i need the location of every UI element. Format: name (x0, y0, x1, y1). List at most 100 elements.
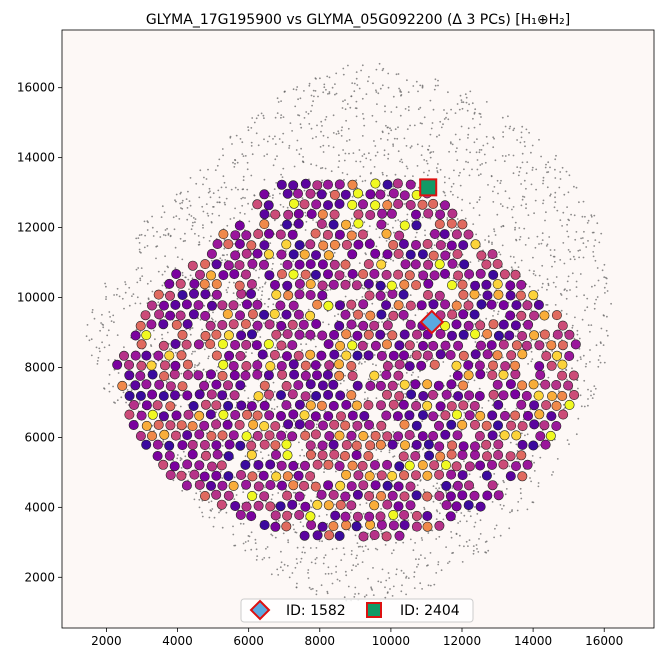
background-point (344, 275, 347, 278)
background-point (324, 167, 327, 170)
expression-point (206, 270, 217, 281)
expression-point (311, 318, 322, 329)
expression-point (294, 259, 305, 270)
expression-point (211, 350, 222, 361)
expression-point (193, 370, 204, 381)
background-point (482, 144, 485, 147)
background-point (221, 148, 224, 150)
expression-point (259, 219, 270, 230)
background-point (255, 559, 258, 561)
background-point (330, 170, 333, 173)
expression-point (370, 340, 381, 351)
background-point (535, 168, 538, 171)
expression-point (322, 179, 333, 190)
background-point (501, 356, 504, 359)
background-point (189, 204, 192, 207)
background-point (479, 519, 482, 522)
background-point (338, 160, 341, 163)
expression-point (434, 441, 445, 452)
background-point (435, 209, 437, 212)
background-point (181, 258, 184, 261)
expression-point (340, 420, 351, 431)
expression-point (459, 259, 470, 270)
expression-point (506, 420, 517, 431)
background-point (322, 134, 325, 137)
background-point (392, 226, 394, 229)
background-point (298, 503, 301, 505)
background-point (522, 195, 524, 198)
expression-point (317, 420, 328, 431)
background-point (568, 174, 571, 177)
background-point (244, 197, 246, 199)
background-point (302, 288, 304, 290)
expression-point (317, 330, 328, 341)
background-point (337, 130, 340, 133)
expression-point (346, 319, 357, 330)
background-point (202, 224, 204, 227)
background-point (388, 449, 391, 452)
background-point (324, 410, 327, 412)
background-point (361, 97, 364, 100)
expression-point (311, 199, 322, 210)
expression-point (211, 400, 222, 411)
expression-point (310, 360, 321, 371)
background-point (432, 108, 435, 111)
background-point (497, 192, 499, 195)
expression-point (328, 279, 339, 290)
background-point (448, 177, 451, 180)
background-point (109, 316, 111, 318)
background-point (367, 80, 369, 83)
background-point (436, 171, 439, 174)
expression-point (228, 319, 239, 330)
expression-point (452, 480, 463, 491)
background-point (469, 202, 471, 205)
background-point (271, 493, 274, 496)
background-point (354, 586, 357, 589)
background-point (485, 317, 488, 320)
expression-point (211, 440, 222, 451)
expression-point (229, 390, 240, 401)
background-point (423, 116, 426, 119)
background-point (567, 235, 570, 238)
background-point (257, 401, 259, 403)
expression-point (517, 439, 528, 450)
expression-point (540, 379, 551, 390)
background-point (164, 229, 167, 231)
background-point (603, 361, 606, 364)
background-point (250, 548, 253, 551)
background-point (274, 116, 277, 119)
background-point (395, 573, 398, 576)
expression-point (218, 229, 229, 240)
background-point (246, 188, 249, 191)
background-point (176, 256, 179, 258)
background-point (573, 258, 576, 261)
background-point (358, 262, 361, 264)
background-point (417, 108, 420, 111)
expression-point (529, 310, 540, 321)
background-point (493, 228, 495, 231)
expression-point (183, 369, 194, 380)
expression-point (241, 339, 252, 350)
background-point (356, 187, 359, 189)
background-point (497, 313, 499, 315)
background-point (494, 234, 497, 236)
background-point (456, 384, 459, 387)
background-point (344, 108, 347, 111)
background-point (467, 510, 470, 512)
background-point (274, 143, 277, 146)
background-point (300, 147, 302, 150)
expression-point (310, 429, 321, 440)
background-point (302, 525, 305, 528)
background-point (540, 242, 543, 245)
expression-point (422, 521, 433, 532)
background-point (419, 370, 421, 373)
expression-point (370, 430, 381, 441)
expression-point (241, 360, 252, 371)
background-point (456, 218, 459, 220)
background-point (208, 310, 210, 312)
background-point (112, 385, 114, 388)
background-point (191, 277, 194, 280)
background-point (468, 278, 470, 281)
background-point (180, 467, 183, 469)
expression-point (283, 290, 294, 301)
